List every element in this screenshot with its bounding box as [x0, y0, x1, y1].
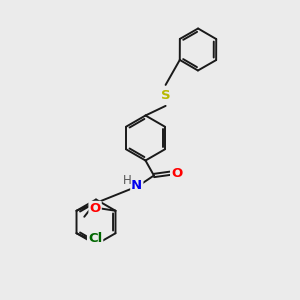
- Text: N: N: [131, 178, 142, 192]
- Text: Cl: Cl: [88, 232, 102, 245]
- Text: H: H: [122, 174, 131, 187]
- Text: O: O: [171, 167, 182, 180]
- Text: O: O: [89, 202, 101, 215]
- Text: S: S: [161, 89, 170, 102]
